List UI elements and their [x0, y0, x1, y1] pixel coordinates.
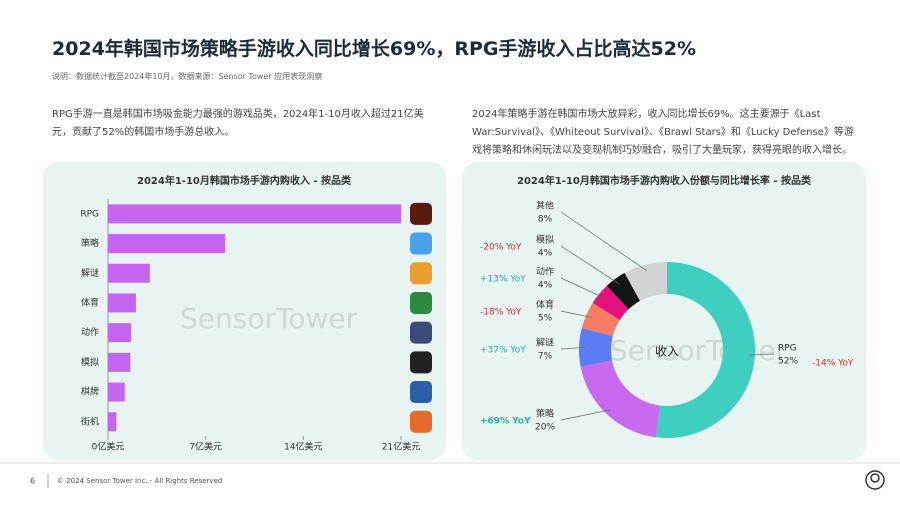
paragraph: 2024年策略手游在韩国市场大放异彩，收入同比增长69%。这主要源于《Last …: [472, 109, 854, 156]
leader: [560, 409, 611, 421]
x-tick-label: 7亿美元: [189, 441, 222, 453]
y-tick-label: 解谜: [81, 267, 99, 279]
app-icon: [410, 410, 432, 433]
bar: [108, 323, 132, 343]
logo: [865, 470, 885, 490]
bar: [108, 352, 131, 372]
logo: [870, 473, 880, 483]
value-label: 20%: [535, 423, 555, 433]
value-label: 4%: [538, 249, 553, 259]
page-number: 6: [30, 477, 35, 486]
slice: [655, 262, 755, 438]
slice-label: 体育: [536, 299, 554, 311]
slice: [606, 272, 641, 310]
app-icon: [410, 202, 432, 225]
slice: [581, 302, 620, 337]
x-tick-label: 14亿美元: [284, 441, 322, 453]
chart-title: 2024年1-10月韩国市场手游内购收入 - 按品类: [137, 174, 351, 187]
value-label: 8%: [538, 215, 553, 225]
slice-label: 模拟: [536, 234, 554, 246]
app-icon: [410, 381, 432, 404]
leader: [560, 277, 604, 299]
bar: [108, 293, 136, 313]
note: 说明：数据统计截至2024年10月。数据来源：Sensor Tower 应用表现…: [52, 72, 323, 81]
slice: [580, 360, 660, 438]
bar: [108, 382, 125, 402]
paragraph: RPG手游一直是韩国市场吸金能力最强的游戏品类，2024年1-10月收入超过21…: [52, 109, 424, 138]
x-tick-label: 0亿美元: [92, 441, 125, 453]
y-tick-label: 体育: [81, 296, 99, 308]
bar: [108, 204, 401, 224]
slice-label: 解谜: [536, 337, 554, 349]
app-icon: [410, 232, 432, 255]
value-label: 4%: [538, 281, 553, 291]
yoy-label: +69% YoY: [480, 417, 531, 427]
watermark: SensorTower: [610, 334, 788, 367]
app-icon: [410, 351, 432, 374]
value-label: 5%: [538, 314, 553, 324]
y-tick-label: 棋牌: [81, 386, 99, 398]
panel: [462, 162, 866, 460]
app-icon: [410, 291, 432, 314]
slice-label: 其他: [536, 200, 554, 212]
slice-label: RPG: [778, 344, 797, 354]
value-label: 7%: [538, 352, 553, 362]
leader: [560, 347, 586, 350]
copyright: © 2024 Sensor Tower Inc. - All Rights Re…: [57, 477, 222, 485]
slice: [579, 328, 613, 367]
yoy-label: +37% YoY: [480, 346, 526, 356]
value-label: 52%: [778, 357, 798, 367]
leader: [748, 353, 775, 356]
app-icon: [410, 321, 432, 344]
slice-label: 动作: [536, 266, 554, 278]
x-tick-label: 21亿美元: [382, 441, 420, 453]
y-tick-label: RPG: [80, 209, 99, 219]
y-tick-label: 动作: [81, 326, 99, 338]
y-tick-label: 模拟: [81, 356, 99, 368]
leader: [560, 211, 647, 271]
y-tick-label: 策略: [81, 237, 99, 249]
leader: [560, 310, 592, 318]
chart-title: 2024年1-10月韩国市场手游内购收入份额与同比增长率 - 按品类: [517, 174, 811, 187]
yoy-label: -14% YoY: [812, 359, 854, 369]
leader: [560, 245, 619, 284]
yoy-label: -18% YoY: [480, 308, 522, 318]
title: 2024年韩国市场策略手游收入同比增长69%，RPG手游收入占比高达52%: [52, 38, 696, 60]
slice: [592, 285, 629, 320]
watermark: SensorTower: [180, 302, 358, 335]
y-tick-label: 街机: [81, 415, 99, 427]
app-icon: [410, 262, 432, 285]
yoy-label: -20% YoY: [480, 243, 522, 253]
bar: [108, 263, 150, 283]
slice-label: 策略: [536, 408, 554, 420]
slice: [624, 262, 667, 301]
yoy-label: +13% YoY: [480, 275, 526, 285]
center-label: 收入: [655, 345, 679, 359]
bar: [108, 234, 226, 254]
bar: [108, 412, 117, 432]
